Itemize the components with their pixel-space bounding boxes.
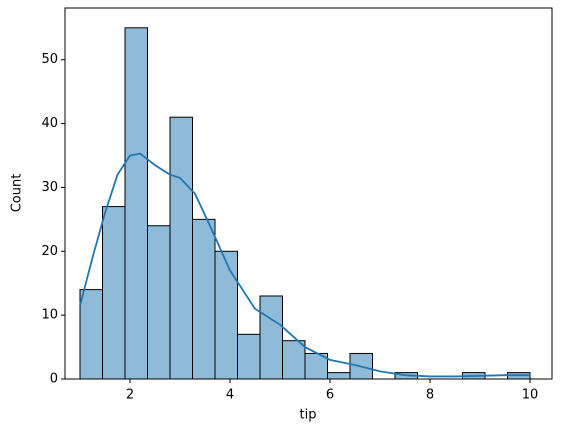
y-tick-label: 50 [41,52,58,67]
y-axis-label: Count [10,174,25,213]
x-tick-label: 8 [426,388,434,403]
y-tick-label: 20 [41,244,58,259]
bar [259,295,283,380]
bar [192,218,216,380]
bar [124,27,148,380]
bar [169,116,193,380]
y-tick-label: 10 [41,308,58,323]
y-tick-label: 0 [50,372,58,387]
y-tick-label: 40 [41,116,58,131]
bar [214,250,238,380]
x-axis-label: tip [300,408,317,423]
x-tick-label: 6 [326,388,334,403]
bar [282,340,306,380]
x-tick-label: 2 [126,388,134,403]
bar [147,225,171,380]
bar [327,372,351,380]
kde-line [79,152,530,378]
x-tick-label: 4 [226,388,234,403]
bar [79,289,103,380]
y-tick-label: 30 [41,180,58,195]
bar [237,333,261,380]
x-tick-label: 10 [522,388,539,403]
bar [102,206,126,380]
plot-frame [64,7,553,380]
